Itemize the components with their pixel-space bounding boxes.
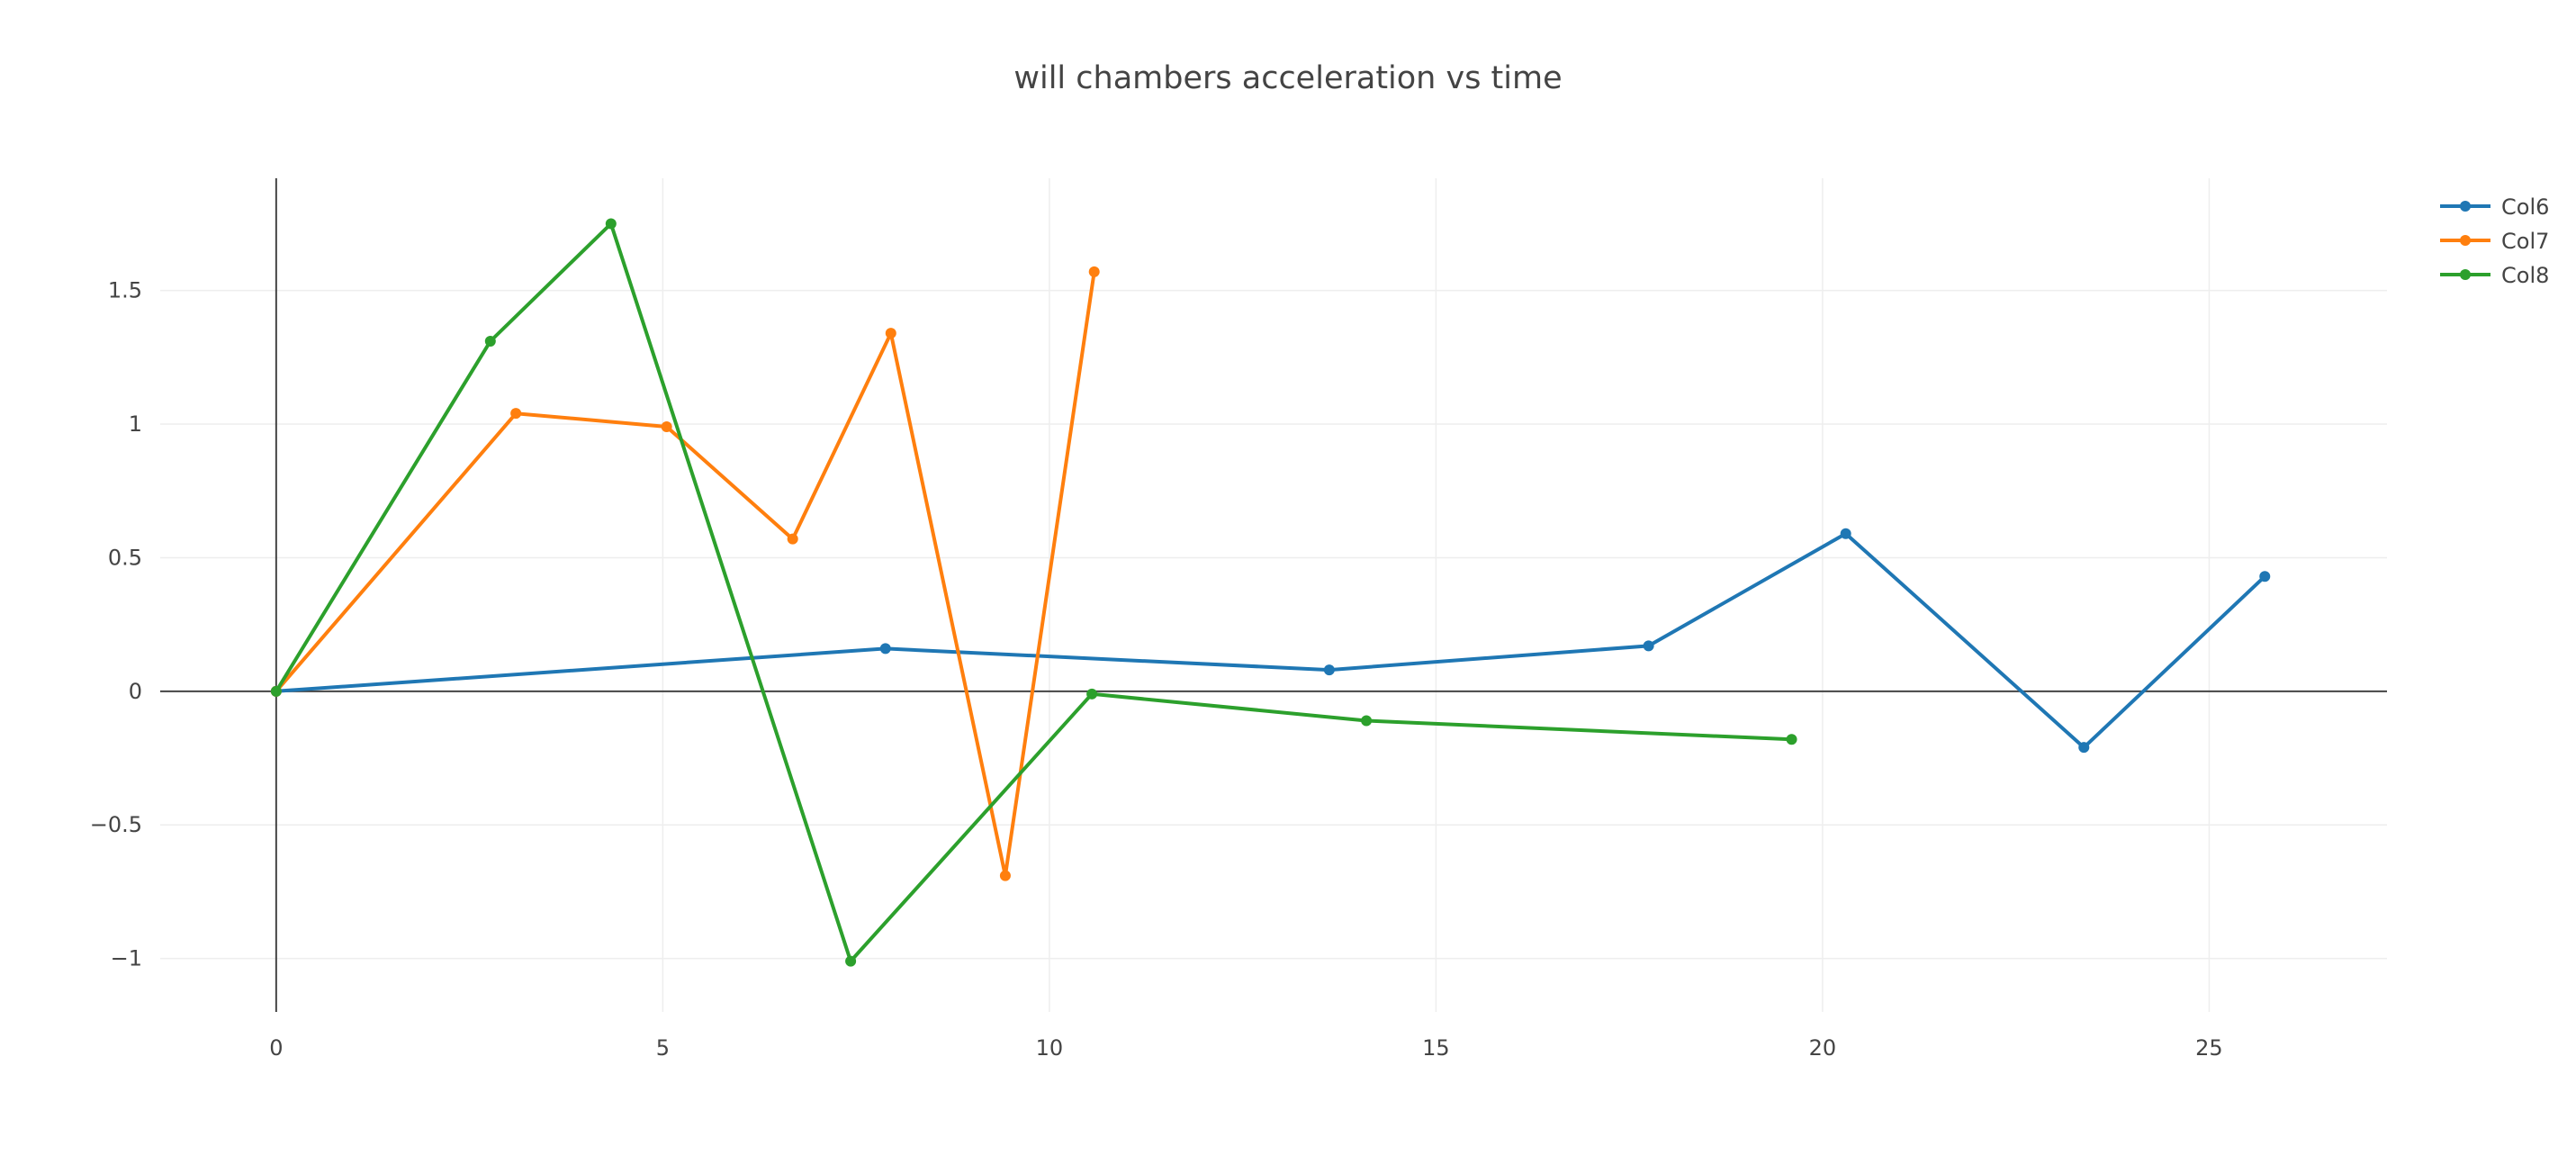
y-tick-label: −0.5: [90, 812, 142, 837]
data-point[interactable]: [661, 421, 672, 433]
data-point[interactable]: [845, 955, 857, 967]
x-tick-label: 25: [2195, 1035, 2223, 1061]
legend-swatch-marker: [2460, 269, 2471, 280]
data-point[interactable]: [787, 533, 798, 545]
data-point[interactable]: [1361, 715, 1373, 727]
legend-item-col7[interactable]: Col7: [2440, 229, 2549, 254]
legend-swatch-marker: [2460, 235, 2471, 246]
data-point[interactable]: [2259, 571, 2271, 583]
x-tick-label: 0: [269, 1035, 283, 1061]
data-point[interactable]: [1088, 266, 1100, 277]
legend-item-col6[interactable]: Col6: [2440, 194, 2549, 220]
series-layer: [270, 218, 2271, 967]
data-point[interactable]: [1786, 734, 1797, 745]
y-tick-label: 1.5: [108, 278, 142, 303]
series-col7: [270, 266, 1100, 881]
series-col8: [270, 218, 1797, 967]
y-tick-label: 0.5: [108, 545, 142, 570]
y-tick-label: 1: [129, 411, 142, 437]
legend-item-col8[interactable]: Col8: [2440, 263, 2549, 288]
legend-label: Col6: [2501, 194, 2549, 220]
data-point[interactable]: [605, 218, 617, 230]
series-col6: [270, 528, 2271, 754]
data-point[interactable]: [999, 870, 1011, 881]
series-line: [275, 221, 1792, 963]
data-point[interactable]: [1323, 664, 1335, 676]
data-point[interactable]: [1643, 640, 1654, 652]
legend-swatch-marker: [2460, 201, 2471, 212]
series-line: [275, 271, 1096, 878]
grid: [160, 178, 2387, 1012]
chart-title: will chambers acceleration vs time: [1013, 60, 1562, 96]
y-tick-label: −1: [111, 946, 142, 971]
data-point[interactable]: [510, 408, 522, 420]
legend[interactable]: Col6 Col7 Col8: [2440, 194, 2549, 288]
x-tick-label: 10: [1036, 1035, 1064, 1061]
x-tick-label: 5: [656, 1035, 670, 1061]
y-tick-label: 0: [129, 679, 142, 704]
data-point[interactable]: [885, 328, 896, 339]
data-point[interactable]: [879, 643, 891, 655]
legend-label: Col7: [2501, 229, 2549, 254]
data-point[interactable]: [270, 685, 282, 697]
series-line: [275, 531, 2266, 750]
data-point[interactable]: [1840, 528, 1851, 539]
data-point[interactable]: [1086, 688, 1098, 700]
legend-label: Col8: [2501, 263, 2549, 288]
data-point[interactable]: [2078, 742, 2090, 754]
data-point[interactable]: [484, 336, 496, 348]
x-tick-label: 15: [1422, 1035, 1450, 1061]
axes: 0 5 10 15 20 25 −1 −0.5 0 0.5 1 1.5: [90, 178, 2387, 1061]
x-tick-label: 20: [1809, 1035, 1837, 1061]
